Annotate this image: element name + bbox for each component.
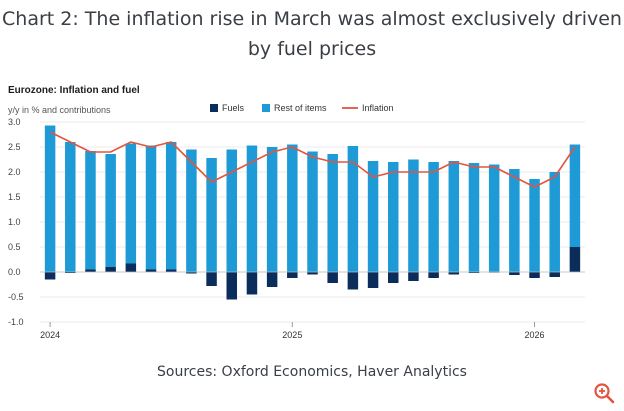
rest-of-items-bar	[468, 163, 480, 272]
y-axis-label: y/y in % and contributions	[8, 105, 111, 115]
rest-of-items-bar	[206, 158, 217, 272]
rest-of-items-bar	[65, 142, 76, 272]
rest-of-items-bar	[165, 142, 177, 270]
legend-inflation-label: Inflation	[362, 103, 394, 113]
x-tick-label: 2024	[40, 330, 60, 340]
y-tick-label: 3.0	[8, 117, 21, 127]
fuels-bar	[307, 272, 318, 275]
title-line-2: by fuel prices	[247, 38, 377, 60]
rest-of-items-bar	[327, 154, 338, 272]
title-line-1: Chart 2: The inflation rise in March was…	[2, 8, 622, 30]
rest-of-items-bar	[307, 151, 318, 272]
rest-of-items-bar	[428, 162, 439, 272]
fuels-bar	[65, 272, 76, 273]
x-tick-label: 2026	[525, 330, 545, 340]
fuels-bar	[367, 272, 379, 288]
y-tick-label: -0.5	[8, 292, 24, 302]
rest-of-items-bar	[488, 164, 500, 272]
page-title: Chart 2: The inflation rise in March was…	[0, 4, 624, 64]
fuels-bar	[226, 272, 238, 300]
fuels-bar	[468, 272, 480, 273]
sources-note: Sources: Oxford Economics, Haver Analyti…	[157, 364, 467, 380]
legend-fuels-swatch	[210, 104, 218, 112]
rest-of-items-bar	[125, 143, 137, 264]
y-tick-label: 1.0	[8, 217, 21, 227]
fuels-bar	[246, 272, 258, 295]
fuels-bar	[549, 272, 560, 277]
rest-of-items-bar	[569, 144, 581, 247]
legend-rest-swatch	[262, 104, 270, 112]
y-tick-label: 1.5	[8, 192, 21, 202]
rest-of-items-bar	[246, 145, 258, 272]
y-tick-label: 2.0	[8, 167, 21, 177]
rest-of-items-bar	[367, 161, 379, 272]
fuels-bar	[125, 263, 137, 272]
fuels-bar	[85, 269, 96, 272]
y-tick-label: 2.5	[8, 142, 21, 152]
fuels-bar	[287, 272, 298, 278]
rest-of-items-bar	[387, 162, 399, 272]
fuels-bar	[186, 272, 197, 274]
rest-of-items-bar	[509, 169, 520, 272]
zoom-in-icon[interactable]	[592, 381, 616, 405]
fuels-bar	[44, 272, 56, 280]
fuels-bar	[347, 272, 359, 290]
rest-of-items-bar	[549, 172, 560, 272]
x-tick-label: 2025	[282, 330, 302, 340]
chart-title: Eurozone: Inflation and fuel	[8, 85, 140, 96]
bars	[44, 125, 581, 300]
fuels-bar	[206, 272, 217, 286]
fuels-bar	[105, 267, 116, 272]
rest-of-items-bar	[448, 161, 460, 272]
fuels-bar	[408, 272, 419, 281]
rest-of-items-bar	[85, 151, 96, 270]
fuels-bar	[509, 272, 520, 275]
rest-of-items-bar	[186, 149, 197, 272]
y-tick-label: 0.0	[8, 267, 21, 277]
chart-area: Eurozone: Inflation and fuel y/y in % an…	[8, 85, 585, 340]
rest-of-items-bar	[529, 179, 540, 272]
legend-fuels-label: Fuels	[222, 103, 245, 113]
rest-of-items-bar	[266, 147, 278, 272]
legend: Fuels Rest of items Inflation	[210, 103, 394, 113]
rest-of-items-bar	[226, 149, 238, 272]
fuels-bar	[569, 247, 581, 272]
fuels-bar	[448, 272, 460, 275]
y-tick-label: -1.0	[8, 317, 24, 327]
fuels-bar	[327, 272, 338, 283]
rest-of-items-bar	[44, 125, 56, 272]
rest-of-items-bar	[287, 144, 298, 272]
rest-of-items-bar	[408, 159, 419, 272]
fuels-bar	[145, 269, 157, 272]
fuels-bar	[266, 272, 278, 287]
fuels-bar	[165, 269, 177, 272]
fuels-bar	[387, 272, 399, 283]
rest-of-items-bar	[105, 154, 116, 267]
fuels-bar	[529, 272, 540, 278]
inflation-line	[49, 131, 576, 188]
legend-rest-label: Rest of items	[274, 103, 327, 113]
inflation-series-line	[49, 131, 576, 188]
y-tick-label: 0.5	[8, 242, 21, 252]
fuels-bar	[428, 272, 439, 278]
axes: 2024 2025 2026	[40, 271, 585, 340]
rest-of-items-bar	[145, 145, 157, 270]
rest-of-items-bar	[347, 146, 359, 272]
